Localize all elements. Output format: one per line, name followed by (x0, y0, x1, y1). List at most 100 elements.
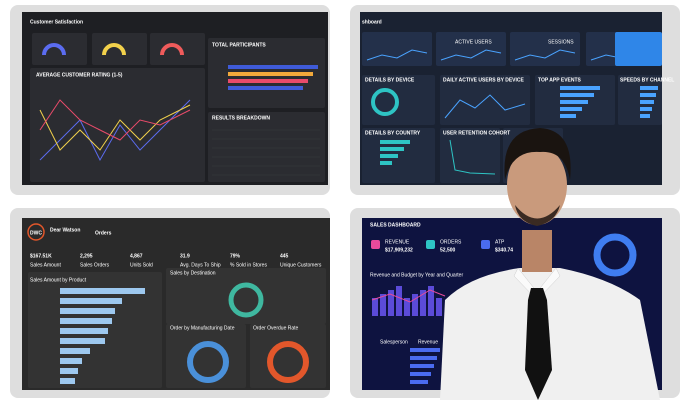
bar (60, 288, 145, 294)
decorations (10, 5, 680, 400)
kpi-label: Sales Orders (80, 262, 110, 268)
kpi-label: ORDERS (440, 239, 462, 245)
kpi-label: Avg. Days To Ship (180, 262, 221, 268)
card-label: ACTIVE USERS (455, 39, 492, 45)
kpi-label: Unique Customers (280, 262, 322, 268)
section-title: Order by Manufacturing Date (170, 325, 235, 331)
section-title: DETAILS BY COUNTRY (365, 130, 421, 136)
card (440, 75, 530, 125)
kpi-label: Sales Amount (30, 262, 61, 268)
kpi-value: $17,909,232 (385, 247, 413, 253)
neck (522, 230, 552, 272)
bar (60, 308, 115, 314)
kpi-value: 4,867 (130, 253, 143, 259)
section-title: USER RETENTION COHORT (443, 130, 510, 136)
icon (371, 240, 380, 249)
section-title: Order Overdue Rate (253, 325, 299, 331)
card (615, 32, 662, 66)
bar (380, 154, 398, 158)
gauge (42, 43, 66, 56)
trend-line (39, 99, 191, 141)
bar (380, 161, 392, 165)
title: shboard (362, 19, 382, 25)
icon (481, 240, 490, 249)
bar (640, 107, 652, 111)
sparkline (514, 49, 576, 61)
brand: Dear Watson (50, 227, 80, 233)
donut (187, 341, 229, 383)
section-title: RESULTS BREAKDOWN (212, 115, 270, 121)
bar (60, 378, 75, 384)
area-line (444, 94, 526, 119)
bar (228, 86, 303, 90)
logo-ring (27, 223, 45, 241)
bar (420, 290, 426, 316)
bar (640, 86, 658, 90)
title: SALES DASHBOARD (370, 222, 421, 228)
card (208, 112, 325, 182)
card (362, 32, 432, 66)
card (436, 32, 506, 66)
bar (60, 318, 112, 324)
section-title: TOTAL PARTICIPANTS (212, 42, 266, 48)
beard (515, 205, 560, 226)
bar (60, 368, 78, 374)
bar (228, 72, 313, 76)
table-header: Salesperson (380, 339, 408, 345)
kpi-label: Units Sold (130, 262, 153, 268)
bar (560, 107, 582, 111)
table-header: Revenue (418, 339, 438, 345)
bar (380, 294, 386, 316)
sparkline (440, 49, 502, 61)
gauge (160, 43, 184, 56)
kpi-label: REVENUE (385, 239, 410, 245)
gauge (102, 43, 126, 56)
bar (396, 286, 402, 316)
sparkline (366, 49, 428, 61)
shirt (440, 268, 660, 400)
bar (60, 348, 90, 354)
bar (560, 93, 594, 97)
section-title: DETAILS BY DEVICE (365, 77, 415, 83)
bar (228, 65, 318, 69)
hair (504, 128, 571, 180)
kpi-value: 31.9 (180, 253, 190, 259)
trend-line (39, 99, 191, 162)
bar (60, 338, 105, 344)
face (507, 145, 567, 225)
icon (426, 240, 435, 249)
donut (371, 88, 399, 116)
kpi-label: ATP (495, 239, 505, 245)
bar (60, 298, 122, 304)
bar (410, 380, 428, 384)
bar (436, 298, 442, 316)
section-title: Sales by Destination (170, 270, 216, 276)
kpi-value: 79% (230, 253, 241, 259)
card (510, 32, 580, 66)
section-title: SPEEDS BY CHANNEL (620, 77, 674, 83)
section-title: TOP APP EVENTS (538, 77, 582, 83)
section-title: Revenue and Budget by Year and Quarter (370, 272, 463, 278)
kpi-value: 2,295 (80, 253, 93, 259)
retention-line (449, 139, 496, 175)
section-title: Sales Amount by Product (30, 277, 87, 283)
bar (372, 298, 378, 316)
kpi-label: % Sold in Stores (230, 262, 267, 268)
title: Orders (95, 230, 112, 236)
donut (267, 341, 309, 383)
donut (228, 282, 264, 318)
tie (525, 288, 552, 400)
card (30, 68, 205, 182)
card (166, 268, 326, 324)
section-title: DAILY ACTIVE USERS BY DEVICE (443, 77, 525, 83)
bar (640, 114, 650, 118)
bar (412, 294, 418, 316)
bar (640, 93, 656, 97)
title: Customer Satisfaction (30, 19, 83, 25)
card (250, 324, 326, 388)
bar (410, 356, 437, 360)
labels: Customer Satisfaction TOTAL PARTICIPANTS… (27, 19, 674, 345)
budget-line (371, 289, 446, 303)
bar (410, 348, 440, 352)
